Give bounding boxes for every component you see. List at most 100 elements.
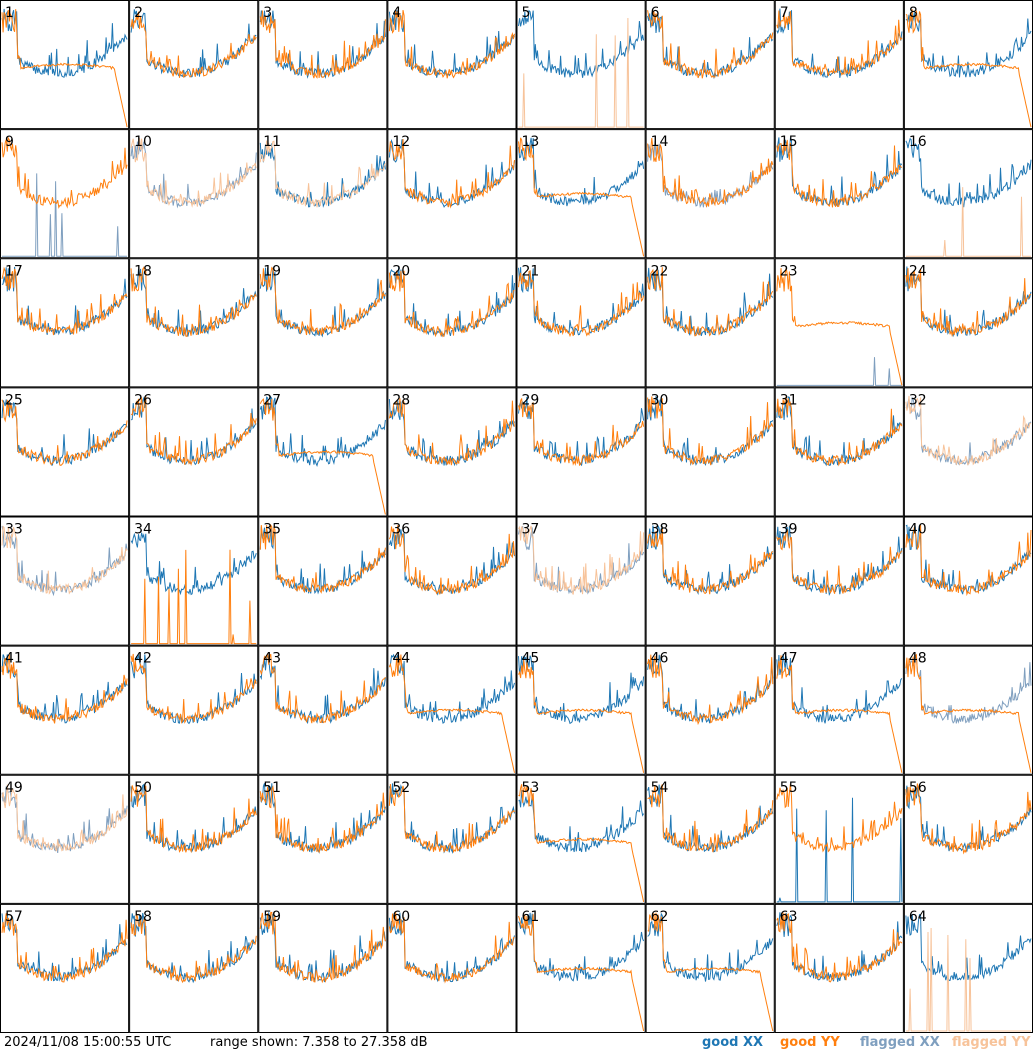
series-xx-27	[259, 395, 386, 467]
spectrum-panel-53: 53	[516, 774, 646, 904]
panel-border	[258, 0, 388, 130]
series-xx-2	[130, 9, 257, 78]
panel-label: 30	[651, 392, 669, 408]
spectrum-panel-56: 56	[903, 774, 1033, 904]
spectrum-panel-22: 22	[645, 258, 775, 388]
panel-border	[645, 0, 775, 130]
series-xx-44	[389, 653, 515, 724]
panel-border	[258, 903, 388, 1033]
series-xx-25	[1, 399, 128, 466]
panel-label: 2	[134, 5, 143, 21]
panel-label: 8	[909, 5, 918, 21]
panel-border	[516, 258, 646, 388]
spectrum-panel-9: 9	[0, 129, 130, 259]
series-xx-13	[518, 137, 645, 207]
series-yy-15	[776, 139, 903, 208]
spectrum-panel-39: 39	[774, 516, 904, 646]
series-xx-26	[130, 395, 257, 466]
panel-label: 58	[134, 909, 152, 925]
panel-label: 40	[909, 522, 927, 538]
series-xx-52	[388, 783, 515, 854]
panel-border	[0, 903, 130, 1033]
panel-border	[774, 516, 904, 646]
series-yy-56	[905, 783, 1032, 855]
footer: 2024/11/08 15:00:55 UTC range shown: 7.3…	[0, 1033, 1033, 1053]
panel-border	[516, 387, 646, 517]
spectrum-panel-3: 3	[258, 0, 388, 130]
panel-border	[258, 129, 388, 259]
panel-border	[387, 129, 517, 259]
series-yy-39	[776, 529, 903, 594]
panel-label: 63	[780, 909, 798, 925]
panel-label: 50	[134, 780, 152, 796]
series-yy-10	[130, 138, 257, 208]
series-xx-11	[259, 142, 386, 208]
series-yy-47	[776, 655, 903, 773]
spectrum-panel-46: 46	[645, 645, 775, 775]
series-xx-14	[647, 140, 774, 209]
spectrum-panel-45: 45	[516, 645, 646, 775]
series-yy-58	[130, 913, 257, 984]
panel-label: 15	[780, 134, 798, 150]
panel-border	[0, 387, 130, 517]
series-xx-10	[130, 141, 257, 209]
panel-label: 59	[263, 909, 281, 925]
panel-label: 31	[780, 392, 798, 408]
spectrum-panel-52: 52	[387, 774, 517, 904]
spectrum-panel-64: 64	[903, 903, 1033, 1033]
panel-label: 34	[134, 522, 152, 538]
spectrum-panel-41: 41	[0, 645, 130, 775]
panel-border	[129, 774, 259, 904]
panel-border	[0, 516, 130, 646]
legend-good-xx: good XX	[702, 1035, 764, 1050]
panel-border	[645, 774, 775, 904]
series-yy-35	[259, 523, 386, 594]
panel-border	[258, 774, 388, 904]
series-xx-58	[130, 912, 257, 984]
spectrum-panel-47: 47	[774, 645, 904, 775]
series-yy-20	[388, 270, 515, 338]
series-yy-5	[518, 17, 644, 128]
panel-label: 44	[392, 651, 410, 667]
panel-border	[129, 129, 259, 259]
series-xx-4	[388, 9, 515, 78]
panel-border	[387, 903, 517, 1033]
spectrum-panel-63: 63	[774, 903, 904, 1033]
spectrum-panel-60: 60	[387, 903, 517, 1033]
panel-border	[516, 774, 646, 904]
panel-border	[387, 516, 517, 646]
panel-label: 48	[909, 651, 927, 667]
spectrum-panel-58: 58	[129, 903, 259, 1033]
spectrum-panel-15: 15	[774, 129, 904, 259]
panel-label: 35	[263, 522, 281, 538]
spectrum-panel-38: 38	[645, 516, 775, 646]
spectrum-panel-10: 10	[129, 129, 259, 259]
spectrum-panel-43: 43	[258, 645, 388, 775]
spectrum-panel-1: 1	[0, 0, 130, 130]
series-xx-64	[905, 913, 1032, 983]
series-yy-19	[259, 266, 386, 336]
series-xx-57	[1, 912, 128, 982]
panel-label: 54	[651, 780, 669, 796]
spectrum-panel-26: 26	[129, 387, 259, 517]
series-yy-54	[647, 784, 774, 853]
spectrum-panel-19: 19	[258, 258, 388, 388]
panel-label: 27	[263, 392, 281, 408]
panel-label: 55	[780, 780, 798, 796]
spectrum-panel-51: 51	[258, 774, 388, 904]
series-yy-64	[905, 927, 1031, 1032]
series-yy-17	[1, 266, 128, 336]
spectrum-panel-31: 31	[774, 387, 904, 517]
panel-border	[645, 129, 775, 259]
panel-label: 51	[263, 780, 281, 796]
series-yy-26	[130, 396, 257, 466]
panel-label: 17	[5, 263, 23, 279]
series-yy-18	[130, 266, 257, 338]
series-xx-60	[388, 912, 515, 983]
series-yy-14	[647, 138, 774, 208]
series-yy-63	[776, 912, 903, 983]
panel-label: 61	[522, 909, 540, 925]
panel-label: 9	[5, 134, 14, 150]
panel-border	[516, 516, 646, 646]
